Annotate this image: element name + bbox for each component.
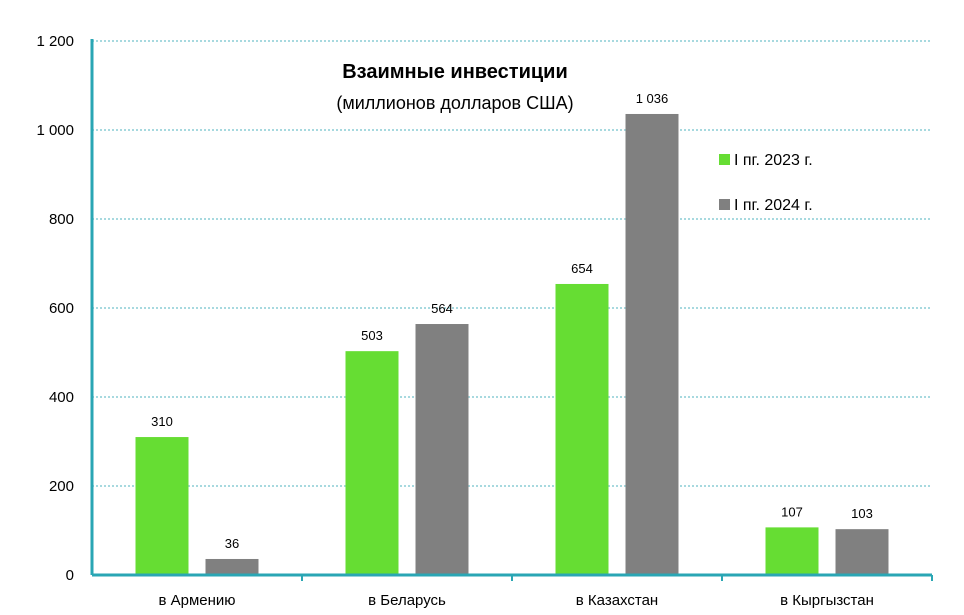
y-tick-label: 0 <box>66 567 74 584</box>
y-tick-label: 200 <box>49 478 74 495</box>
data-label: 103 <box>851 506 873 521</box>
data-label: 310 <box>151 414 173 429</box>
legend-label-2024: I пг. 2024 г. <box>734 197 813 214</box>
x-axis-ticks: в Армению в Беларусь в Казахстан в Кыргызст… <box>158 592 873 609</box>
axes <box>90 39 933 581</box>
bar-2023 <box>765 527 819 575</box>
bar-2024 <box>835 529 889 575</box>
x-tick-label: в Беларусь <box>368 592 446 609</box>
data-label: 107 <box>781 504 803 519</box>
data-label: 654 <box>571 261 593 276</box>
y-axis-ticks: 0 200 400 600 800 1 000 1 200 <box>36 33 74 584</box>
bar-2023 <box>345 351 399 575</box>
x-tick-label: в Кыргызстан <box>780 592 874 609</box>
y-tick-label: 1 000 <box>36 122 74 139</box>
data-label: 1 036 <box>636 91 669 106</box>
chart-subtitle: (миллионов долларов США) <box>336 93 573 113</box>
y-tick-label: 1 200 <box>36 33 74 50</box>
legend-swatch-2024 <box>719 199 730 210</box>
data-labels: 310 36 503 564 654 1 036 107 103 <box>151 91 873 551</box>
bar-2024 <box>205 558 259 575</box>
bar-2023 <box>555 283 609 575</box>
y-tick-label: 400 <box>49 389 74 406</box>
legend-label-2023: I пг. 2023 г. <box>734 152 813 169</box>
data-label: 503 <box>361 328 383 343</box>
legend-swatch-2023 <box>719 154 730 165</box>
x-tick-label: в Армению <box>158 592 235 609</box>
y-tick-label: 600 <box>49 300 74 317</box>
bar-2023 <box>135 437 189 575</box>
gridlines <box>92 40 932 487</box>
x-tick-label: в Казахстан <box>576 592 658 609</box>
data-label: 36 <box>225 536 239 551</box>
chart-title: Взаимные инвестиции <box>342 61 568 83</box>
data-label: 564 <box>431 301 453 316</box>
legend: I пг. 2023 г. I пг. 2024 г. <box>719 152 813 214</box>
bars <box>135 113 889 575</box>
y-tick-label: 800 <box>49 211 74 228</box>
bar-2024 <box>625 113 679 575</box>
bar-2024 <box>415 324 469 575</box>
